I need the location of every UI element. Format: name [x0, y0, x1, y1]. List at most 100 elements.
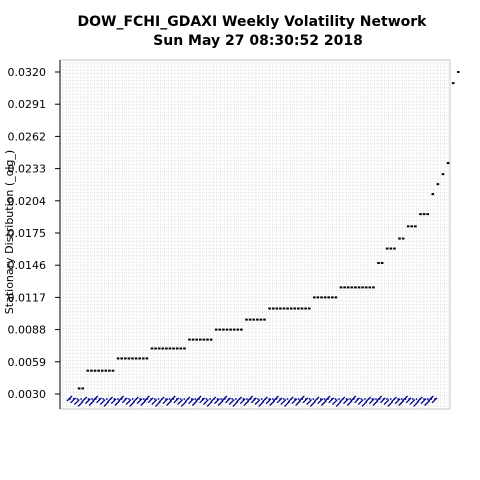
- data-point: [86, 369, 90, 372]
- baseline-dot: [135, 398, 138, 400]
- baseline-point: [291, 398, 298, 405]
- baseline-point: [409, 399, 416, 406]
- baseline-dot: [164, 398, 167, 400]
- data-point: [165, 347, 168, 350]
- data-point: [354, 286, 357, 289]
- baseline-dot: [253, 398, 256, 400]
- data-point: [259, 318, 263, 321]
- data-point: [320, 296, 323, 299]
- y-tick-label: 0.0262: [8, 130, 47, 143]
- baseline-point: [431, 397, 438, 404]
- data-point: [188, 338, 191, 341]
- baseline-dot: [271, 398, 274, 400]
- baseline-dot: [201, 398, 204, 400]
- baseline-dot: [404, 398, 407, 400]
- baseline-dot: [216, 398, 219, 400]
- data-point: [300, 307, 304, 310]
- data-point: [414, 225, 417, 228]
- baseline-point: [317, 398, 324, 405]
- baseline-dot: [364, 398, 366, 400]
- baseline-dot: [305, 398, 307, 400]
- data-point: [263, 318, 266, 321]
- baseline-dot: [316, 398, 318, 400]
- baseline-dot: [76, 398, 79, 400]
- data-point: [100, 369, 104, 372]
- data-point: [389, 247, 393, 250]
- baseline-dot: [430, 398, 433, 400]
- data-point: [368, 286, 372, 289]
- baseline-dot: [183, 398, 186, 400]
- y-tick-label: 0.0291: [8, 98, 47, 111]
- baseline-dot: [282, 398, 285, 400]
- y-tick-label: 0.0175: [8, 227, 47, 240]
- baseline-dot: [172, 398, 175, 400]
- baseline-point: [368, 398, 375, 405]
- data-point: [195, 338, 198, 341]
- data-point: [124, 357, 127, 360]
- baseline-dot: [157, 398, 160, 400]
- baseline-point: [214, 398, 220, 405]
- baseline-point: [173, 397, 180, 404]
- baseline-point: [420, 398, 427, 405]
- data-point: [406, 225, 410, 228]
- data-point: [275, 307, 279, 310]
- baseline-dot: [327, 398, 329, 400]
- baseline-dot: [264, 398, 267, 400]
- baseline-dot: [415, 398, 418, 400]
- baseline-dot: [334, 398, 337, 400]
- baseline-dot: [349, 398, 352, 400]
- data-point: [364, 286, 368, 289]
- data-point: [229, 328, 232, 331]
- data-point: [398, 237, 401, 240]
- data-point: [297, 307, 300, 310]
- baseline-dot: [378, 398, 381, 400]
- baseline-point: [343, 398, 349, 405]
- baseline-dot: [386, 398, 388, 400]
- baseline-dot: [98, 398, 101, 400]
- data-point: [419, 213, 422, 216]
- data-point: [304, 307, 307, 310]
- baseline-dot: [286, 398, 289, 400]
- baseline-dot: [124, 398, 127, 400]
- baseline-dot: [400, 398, 403, 400]
- data-point: [108, 369, 111, 372]
- y-tick-label: 0.0320: [8, 66, 47, 79]
- data-point: [183, 347, 186, 350]
- y-tick-label: 0.0204: [8, 195, 47, 208]
- data-point: [225, 328, 229, 331]
- data-point: [343, 286, 346, 289]
- chart-subtitle: Sun May 27 08:30:52 2018: [153, 33, 363, 49]
- data-point: [131, 357, 134, 360]
- baseline-dot: [260, 398, 263, 400]
- baseline-point: [151, 399, 158, 406]
- baseline-point: [162, 398, 169, 405]
- baseline-point: [354, 397, 361, 404]
- data-point: [252, 318, 255, 321]
- baseline-dot: [338, 398, 341, 400]
- baseline-dot: [120, 398, 123, 400]
- data-point: [202, 338, 206, 341]
- baseline-dot: [249, 398, 252, 400]
- baseline-point: [328, 397, 335, 404]
- baseline-dot: [87, 398, 90, 400]
- data-point: [134, 357, 138, 360]
- data-point: [410, 225, 414, 228]
- baseline-dot: [382, 398, 385, 400]
- data-point: [154, 347, 157, 350]
- data-point: [286, 307, 289, 310]
- data-point: [142, 357, 145, 360]
- data-point: [401, 237, 405, 240]
- baseline-point: [254, 399, 261, 406]
- y-tick-label: 0.0059: [8, 356, 47, 369]
- data-point: [307, 307, 311, 310]
- data-point: [282, 307, 286, 310]
- data-point: [77, 387, 81, 390]
- data-point: [168, 347, 172, 350]
- data-point: [104, 369, 108, 372]
- data-point: [323, 296, 327, 299]
- baseline-point: [96, 397, 102, 404]
- data-point: [313, 296, 316, 299]
- baseline-point: [136, 398, 143, 405]
- data-point: [248, 318, 252, 321]
